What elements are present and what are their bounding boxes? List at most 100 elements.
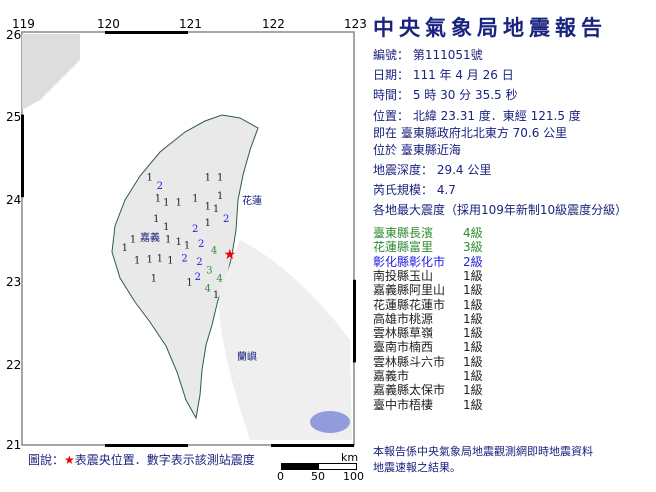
station-row: 花蓮縣富里 3級 [373, 240, 483, 255]
station-row: 雲林縣斗六市 1級 [373, 354, 483, 369]
station-row: 彰化縣彰化市 2級 [373, 254, 483, 269]
station-name: 臺東縣長濱 [373, 226, 434, 240]
station-row: 南投縣玉山 1級 [373, 268, 483, 283]
station-intensity-mark: 2 [223, 214, 229, 225]
station-row: 臺南市楠西 1級 [373, 340, 483, 355]
station-name: 花蓮縣花蓮市 [373, 297, 446, 312]
station-row: 臺東縣長濱 4級 [373, 226, 483, 240]
cwb-logo [310, 411, 350, 433]
report-date: 日期： 111 年 4 月 26 日 [373, 68, 514, 82]
station-intensity-mark: 4 [205, 283, 211, 294]
place-label: 花蓮 [242, 196, 262, 207]
map-legend: 圖說：★表震央位置．數字表示該測站震度 [28, 453, 255, 467]
station-level: 1級 [463, 369, 483, 383]
map-scale-bars [21, 31, 356, 447]
lat-tick: 25 [6, 110, 22, 124]
ocean-relief [219, 240, 352, 440]
station-level: 4級 [463, 226, 483, 240]
station-name: 臺中市梧棲 [373, 397, 434, 412]
frame-bar [21, 114, 24, 198]
station-row: 嘉義縣阿里山 1級 [373, 283, 483, 298]
lat-tick: 23 [6, 275, 22, 289]
station-name: 臺南市楠西 [373, 340, 434, 355]
station-intensity-mark: 1 [157, 254, 163, 265]
scale-bar [281, 463, 357, 470]
report-depth: 地震深度： 29.4 公里 [373, 163, 492, 177]
station-row: 臺中市梧棲 1級 [373, 397, 483, 412]
station-name: 嘉義市 [373, 369, 410, 383]
report-magnitude: 芮氏規模： 4.7 [373, 183, 456, 197]
footer-line: 本報告係中央氣象局地震觀測網即時地震資料 [373, 445, 593, 458]
station-intensity-mark: 1 [153, 214, 159, 225]
station-intensity-mark: 1 [163, 197, 169, 208]
station-intensity-mark: 1 [192, 193, 198, 204]
station-intensity-mark: 1 [186, 278, 192, 289]
station-name: 花蓮縣富里 [373, 240, 434, 255]
station-name: 彰化縣彰化市 [373, 254, 446, 269]
scale-tick: 50 [311, 470, 325, 483]
station-level: 1級 [463, 283, 483, 298]
station-row: 花蓮縣花蓮市 1級 [373, 297, 483, 312]
lon-tick: 119 [12, 17, 35, 31]
station-intensity-mark: 1 [151, 273, 157, 284]
station-level: 1級 [463, 326, 483, 341]
lon-tick: 120 [97, 17, 120, 31]
intensity-header: 各地最大震度（採用109年新制10級震度分級） [373, 203, 628, 217]
station-intensity-mark: 4 [211, 245, 217, 256]
lon-tick: 123 [344, 17, 367, 31]
station-intensity-mark: 3 [206, 265, 212, 276]
station-intensity-mark: 1 [122, 243, 128, 254]
scale-tick: 0 [277, 470, 284, 483]
station-name: 嘉義縣太保市 [373, 383, 446, 398]
station-intensity-mark: 1 [217, 191, 223, 202]
station-name: 雲林縣草嶺 [373, 326, 434, 341]
report-region: 位於 臺東縣近海 [373, 143, 461, 157]
station-intensity-mark: 1 [213, 204, 219, 215]
station-intensity-mark: 1 [205, 202, 211, 213]
station-row: 高雄市桃源 1級 [373, 311, 483, 326]
station-level: 1級 [463, 383, 483, 398]
lat-tick: 21 [6, 438, 22, 452]
station-level: 1級 [463, 354, 483, 369]
station-intensity-mark: 1 [167, 255, 173, 266]
station-intensity-mark: 2 [196, 257, 202, 268]
station-intensity-mark: 1 [165, 235, 171, 246]
station-intensity-mark: 1 [147, 173, 153, 184]
station-intensity-mark: 2 [198, 239, 204, 250]
epicenter-star-icon: ★ [224, 247, 237, 263]
report-number: 編號： 第111051號 [373, 48, 483, 62]
station-intensity-mark: 1 [147, 255, 153, 266]
station-intensity-mark: 1 [176, 197, 182, 208]
report-time: 時間： 5 時 30 分 35.5 秒 [373, 88, 518, 102]
frame-bar [105, 31, 188, 34]
station-name: 南投縣玉山 [373, 268, 434, 283]
station-level: 3級 [463, 240, 483, 255]
place-label: 蘭嶼 [237, 352, 257, 363]
report-title: 中央氣象局地震報告 [373, 16, 607, 40]
frame-bar [105, 444, 188, 447]
station-intensity-mark: 1 [205, 173, 211, 184]
frame-bar [353, 279, 356, 363]
station-name: 嘉義縣阿里山 [373, 283, 446, 298]
station-intensity-mark: 1 [163, 222, 169, 233]
station-intensity-mark: 1 [176, 237, 182, 248]
frame-bar [271, 444, 354, 447]
station-intensity-mark: 2 [192, 224, 198, 235]
station-name: 雲林縣斗六市 [373, 354, 446, 369]
station-intensity-mark: 1 [217, 173, 223, 184]
station-row: 嘉義市 1級 [373, 369, 483, 383]
station-intensity-mark: 1 [213, 290, 219, 301]
station-intensity-mark: 1 [184, 240, 190, 251]
station-intensity-mark: 2 [195, 272, 201, 283]
footer-line: 地震速報之結果。 [373, 461, 461, 474]
china-coast [22, 34, 80, 110]
station-row: 嘉義縣太保市 1級 [373, 383, 483, 398]
station-level: 2級 [463, 254, 483, 269]
lon-tick: 121 [179, 17, 202, 31]
station-name: 高雄市桃源 [373, 311, 434, 326]
station-level: 1級 [463, 340, 483, 355]
report-relative: 即在 臺東縣政府北北東方 70.6 公里 [373, 126, 568, 140]
station-intensity-mark: 2 [157, 181, 163, 192]
